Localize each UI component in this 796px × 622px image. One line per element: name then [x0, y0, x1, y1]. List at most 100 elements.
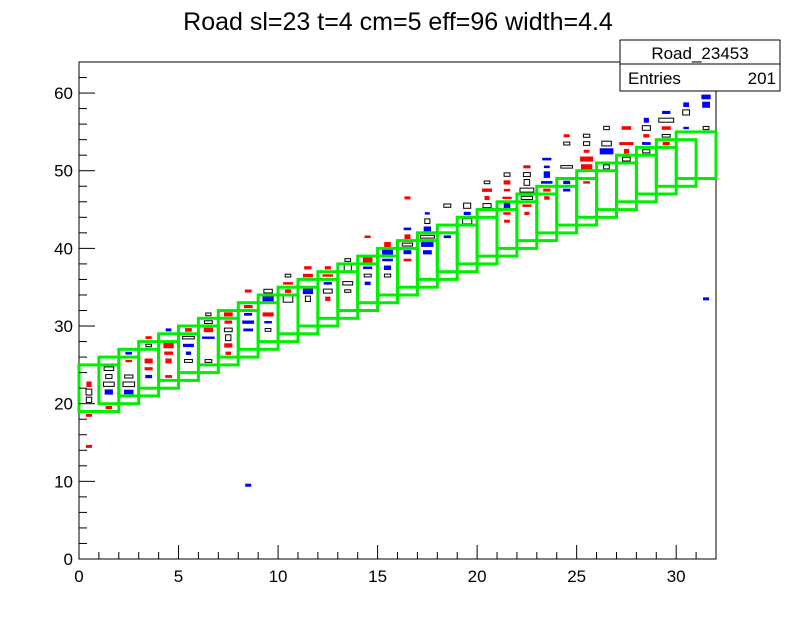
hit-cell	[503, 203, 511, 209]
y-tick-label: 50	[54, 162, 73, 181]
hit-cell	[601, 140, 612, 147]
hit-cell	[323, 282, 332, 285]
hit-cell	[223, 327, 233, 333]
hit-cell	[304, 295, 311, 303]
hit-cell	[658, 117, 675, 123]
hit-cell	[103, 366, 115, 371]
hit-cell	[462, 218, 473, 225]
x-tick-label: 25	[567, 567, 586, 586]
hit-cell	[541, 181, 553, 184]
hit-cell	[165, 358, 172, 364]
hit-cell	[401, 242, 414, 247]
hit-cell	[264, 321, 272, 324]
hit-cell	[484, 195, 490, 200]
hit-cell	[522, 172, 531, 178]
hit-cell	[244, 313, 253, 316]
hit-cell	[124, 389, 134, 395]
hit-cell	[264, 328, 272, 332]
hit-cell	[224, 343, 233, 348]
x-tick-label: 30	[667, 567, 686, 586]
hit-cell	[184, 359, 193, 363]
hit-cell	[183, 343, 194, 348]
hit-cell	[125, 351, 132, 355]
hit-cell	[85, 396, 93, 403]
hit-cell	[164, 351, 173, 355]
hit-cell	[641, 125, 651, 131]
hit-cell	[599, 148, 614, 155]
hit-cell	[701, 94, 711, 100]
hit-cell	[225, 351, 231, 355]
hit-cell	[145, 336, 152, 340]
hit-cell	[682, 109, 691, 116]
hit-cell	[583, 141, 591, 146]
hit-cell	[543, 171, 550, 178]
x-tick-label: 5	[174, 567, 183, 586]
hit-cell	[581, 164, 593, 170]
hit-cell	[343, 264, 352, 272]
hit-cell	[522, 204, 532, 207]
hit-cell	[85, 388, 93, 396]
outlier-hit	[85, 444, 92, 448]
hit-cell	[364, 281, 371, 286]
hit-cell	[563, 180, 571, 185]
hit-cell	[262, 296, 274, 302]
y-tick-label: 0	[64, 550, 73, 569]
hit-cell	[563, 141, 571, 146]
hit-cell	[144, 367, 153, 371]
hit-cell	[344, 258, 352, 262]
hit-cell	[424, 218, 431, 224]
x-tick-label: 15	[368, 567, 387, 586]
hit-cell	[203, 327, 214, 333]
y-tick-label: 30	[54, 317, 73, 336]
hit-cell	[125, 359, 132, 363]
hit-cell	[544, 196, 550, 200]
hit-cell	[543, 188, 551, 192]
hit-cell	[104, 389, 113, 395]
hit-cell	[364, 235, 371, 238]
hit-cell	[642, 149, 651, 154]
x-tick-label: 20	[468, 567, 487, 586]
hit-cell	[483, 180, 491, 185]
hit-cell	[322, 274, 334, 277]
stats-name: Road_23453	[651, 44, 748, 63]
hit-cell	[303, 273, 313, 278]
hit-cell	[423, 226, 431, 232]
hit-cell	[384, 242, 391, 247]
outlier-hit	[563, 134, 570, 138]
hit-cell	[524, 211, 530, 215]
hit-cell	[163, 342, 174, 349]
axes: 0 5 10 15 20 25 30 0 10 20 30 40 50 60	[54, 61, 717, 586]
hit-cell	[482, 203, 492, 209]
hit-cell	[165, 328, 172, 332]
hit-cell	[103, 381, 115, 387]
hit-cell	[503, 172, 511, 177]
hit-cell	[165, 375, 172, 378]
hit-cell	[702, 101, 710, 108]
y-tick-label: 20	[54, 395, 73, 414]
hit-cell	[382, 249, 393, 255]
hit-cell	[243, 328, 254, 332]
hit-cell	[403, 227, 412, 231]
road-box	[674, 130, 718, 180]
hit-cell	[603, 164, 610, 170]
chart-title: Road sl=23 t=4 cm=5 eff=96 width=4.4	[183, 8, 613, 36]
hit-cell	[224, 320, 233, 324]
hit-cell	[324, 266, 331, 270]
hit-cell	[463, 202, 472, 209]
hit-cell	[482, 188, 492, 192]
hit-cell	[344, 289, 352, 293]
y-tick-label: 40	[54, 239, 73, 258]
hit-cell	[302, 288, 314, 295]
hit-cell	[503, 188, 511, 192]
hit-cell	[202, 336, 215, 339]
road-layer	[77, 130, 718, 413]
outlier-hit	[85, 413, 92, 417]
hit-cell	[282, 295, 294, 303]
hit-cell	[325, 296, 331, 301]
hit-cell	[342, 281, 354, 286]
stats-box-frame	[619, 39, 781, 92]
hit-cell	[122, 381, 136, 388]
hit-cell	[124, 374, 134, 379]
x-tick-label: 10	[269, 567, 288, 586]
hit-cell	[702, 125, 710, 131]
